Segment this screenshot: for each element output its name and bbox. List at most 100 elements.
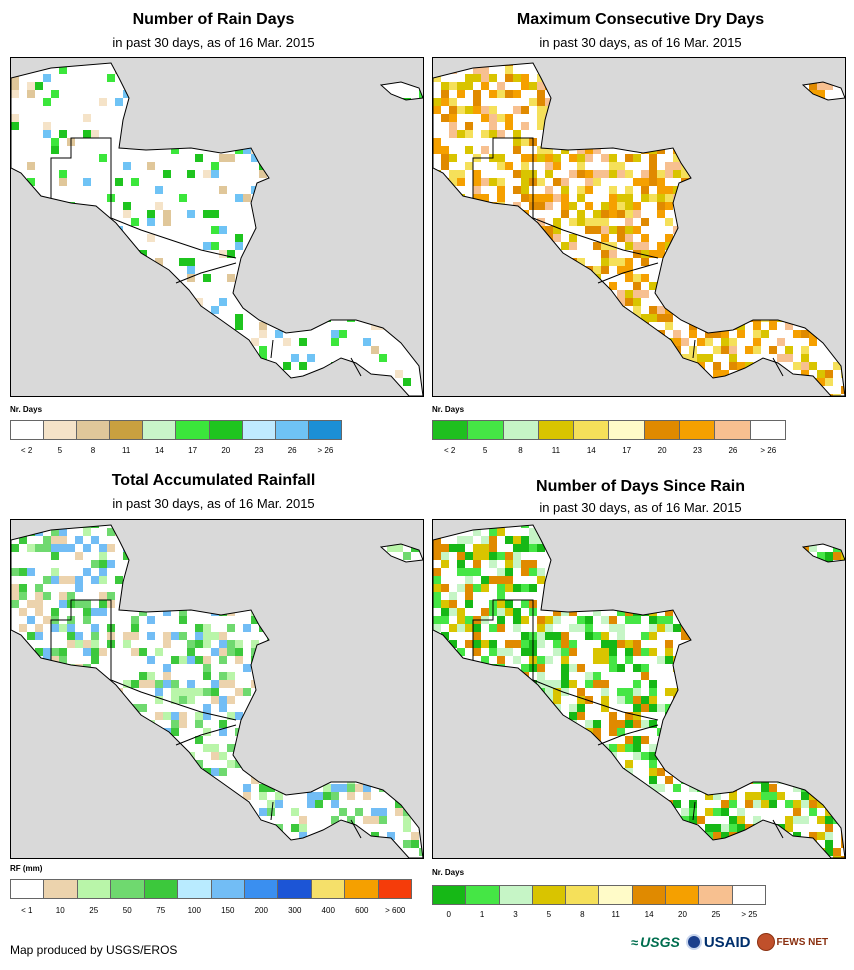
- grid-cell: [817, 378, 825, 386]
- grid-cell: [481, 664, 489, 672]
- grid-cell: [433, 330, 441, 338]
- grid-cell: [601, 362, 609, 370]
- grid-cell: [235, 322, 243, 330]
- grid-cell: [107, 354, 115, 362]
- grid-cell: [323, 856, 331, 858]
- grid-cell: [777, 162, 785, 170]
- grid-cell: [737, 138, 745, 146]
- grid-cell: [729, 800, 737, 808]
- grid-cell: [387, 194, 395, 202]
- grid-cell: [721, 186, 729, 194]
- grid-cell: [601, 226, 609, 234]
- grid-cell: [601, 600, 609, 608]
- grid-cell: [737, 616, 745, 624]
- grid-cell: [299, 362, 307, 370]
- grid-cell: [841, 386, 845, 394]
- grid-cell: [785, 282, 793, 290]
- grid-cell: [171, 74, 179, 82]
- grid-cell: [657, 824, 665, 832]
- grid-cell: [585, 298, 593, 306]
- grid-cell: [737, 274, 745, 282]
- grid-cell: [737, 824, 745, 832]
- grid-cell: [243, 82, 251, 90]
- grid-cell: [593, 290, 601, 298]
- grid-cell: [825, 114, 833, 122]
- grid-cell: [673, 624, 681, 632]
- grid-cell: [641, 130, 649, 138]
- grid-cell: [753, 234, 761, 242]
- grid-cell: [761, 696, 769, 704]
- grid-cell: [403, 274, 411, 282]
- grid-cell: [593, 282, 601, 290]
- grid-cell: [713, 824, 721, 832]
- grid-cell: [387, 258, 395, 266]
- grid-cell: [737, 378, 745, 386]
- grid-cell: [825, 688, 833, 696]
- grid-cell: [625, 242, 633, 250]
- grid-cell: [11, 752, 19, 760]
- grid-cell: [761, 616, 769, 624]
- grid-cell: [433, 776, 441, 784]
- grid-cell: [777, 600, 785, 608]
- grid-cell: [585, 378, 593, 386]
- grid-cell: [577, 736, 585, 744]
- grid-cell: [419, 290, 423, 298]
- grid-cell: [235, 386, 243, 394]
- grid-cell: [379, 138, 387, 146]
- grid-cell: [649, 816, 657, 824]
- grid-cell: [403, 600, 411, 608]
- grid-cell: [609, 258, 617, 266]
- grid-cell: [577, 66, 585, 74]
- fewsnet-logo: FEWS NET: [756, 933, 828, 951]
- grid-cell: [569, 728, 577, 736]
- grid-cell: [833, 266, 841, 274]
- grid-cell: [689, 154, 697, 162]
- grid-cell: [729, 146, 737, 154]
- grid-cell: [665, 624, 673, 632]
- legend-unit: Nr. Days: [10, 405, 43, 414]
- grid-cell: [283, 63, 291, 66]
- grid-cell: [721, 536, 729, 544]
- grid-cell: [721, 290, 729, 298]
- grid-cell: [123, 210, 131, 218]
- grid-cell: [497, 362, 505, 370]
- grid-cell: [497, 154, 505, 162]
- grid-cell: [441, 386, 449, 394]
- grid-cell: [163, 856, 171, 858]
- grid-cell: [761, 672, 769, 680]
- grid-cell: [379, 322, 387, 330]
- grid-cell: [505, 536, 513, 544]
- grid-cell: [553, 378, 561, 386]
- grid-cell: [131, 584, 139, 592]
- grid-cell: [609, 616, 617, 624]
- grid-cell: [761, 680, 769, 688]
- grid-cell: [473, 186, 481, 194]
- grid-cell: [817, 584, 825, 592]
- grid-cell: [315, 640, 323, 648]
- grid-cell: [593, 584, 601, 592]
- grid-cell: [681, 98, 689, 106]
- grid-cell: [833, 525, 841, 528]
- grid-cell: [593, 680, 601, 688]
- grid-cell: [777, 218, 785, 226]
- grid-cell: [387, 768, 395, 776]
- grid-cell: [67, 688, 75, 696]
- grid-cell: [489, 832, 497, 840]
- legend-label: 5: [546, 910, 552, 919]
- grid-cell: [681, 138, 689, 146]
- grid-cell: [785, 720, 793, 728]
- grid-cell: [99, 696, 107, 704]
- grid-cell: [609, 744, 617, 752]
- grid-cell: [433, 306, 441, 314]
- grid-cell: [785, 186, 793, 194]
- boundary-line: [801, 543, 845, 563]
- grid-cell: [123, 536, 131, 544]
- grid-cell: [625, 218, 633, 226]
- grid-cell: [379, 525, 387, 528]
- grid-cell: [665, 648, 673, 656]
- grid-cell: [251, 824, 259, 832]
- grid-cell: [697, 712, 705, 720]
- grid-cell: [107, 250, 115, 258]
- grid-cell: [609, 114, 617, 122]
- grid-cell: [363, 736, 371, 744]
